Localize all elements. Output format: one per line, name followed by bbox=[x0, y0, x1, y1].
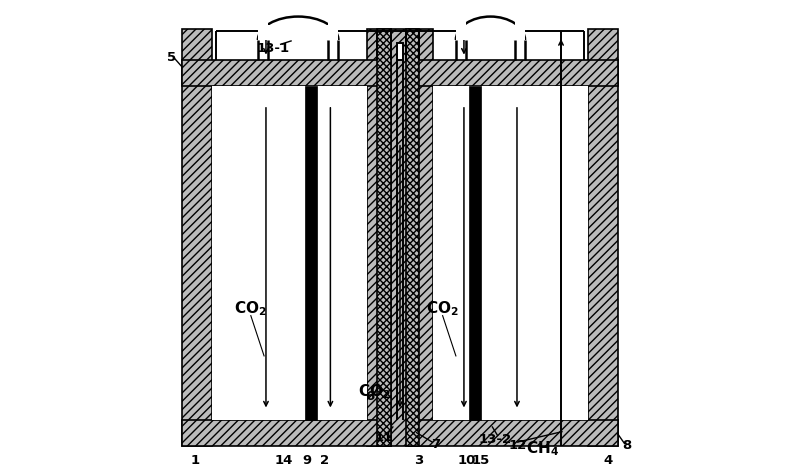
Bar bbox=[306, 86, 317, 420]
Bar bbox=[514, 17, 525, 40]
Text: 15: 15 bbox=[471, 454, 490, 466]
Bar bbox=[456, 17, 466, 40]
Bar bbox=[410, 29, 433, 446]
Bar bbox=[258, 17, 268, 40]
Text: 3: 3 bbox=[414, 454, 423, 466]
Bar bbox=[397, 43, 403, 60]
Bar bbox=[589, 29, 618, 446]
Text: $\mathbf{CO_2}$: $\mathbf{CO_2}$ bbox=[358, 382, 390, 401]
Text: $\mathbf{CO_2}$: $\mathbf{CO_2}$ bbox=[234, 299, 267, 318]
Text: 13-1: 13-1 bbox=[257, 41, 290, 55]
Bar bbox=[182, 420, 390, 446]
Bar bbox=[390, 29, 410, 446]
Text: 11: 11 bbox=[374, 431, 393, 444]
Bar bbox=[182, 60, 390, 86]
Text: $\mathbf{CO_2}$: $\mathbf{CO_2}$ bbox=[426, 299, 459, 318]
Text: 4: 4 bbox=[604, 454, 613, 466]
Text: $\mathbf{CH_4}$: $\mathbf{CH_4}$ bbox=[526, 439, 558, 457]
Text: 6: 6 bbox=[366, 390, 374, 403]
Bar bbox=[182, 29, 211, 446]
Bar bbox=[328, 17, 338, 40]
Bar bbox=[410, 420, 618, 446]
Bar bbox=[367, 29, 390, 446]
Bar bbox=[466, 25, 514, 40]
Text: 8: 8 bbox=[622, 439, 632, 452]
Bar bbox=[406, 29, 419, 446]
Text: 7: 7 bbox=[431, 438, 440, 451]
Text: 2: 2 bbox=[320, 454, 329, 466]
Text: 10: 10 bbox=[457, 454, 475, 466]
Text: 12: 12 bbox=[508, 439, 526, 452]
Text: 13-2: 13-2 bbox=[478, 433, 511, 446]
Bar bbox=[410, 60, 618, 86]
Text: 1: 1 bbox=[191, 454, 200, 466]
Bar bbox=[378, 29, 390, 446]
Text: 9: 9 bbox=[302, 454, 311, 466]
Bar bbox=[211, 86, 367, 420]
Bar bbox=[268, 25, 328, 40]
Text: 14: 14 bbox=[274, 454, 293, 466]
Bar bbox=[433, 86, 589, 420]
Text: 5: 5 bbox=[166, 51, 176, 64]
Bar bbox=[469, 86, 481, 420]
